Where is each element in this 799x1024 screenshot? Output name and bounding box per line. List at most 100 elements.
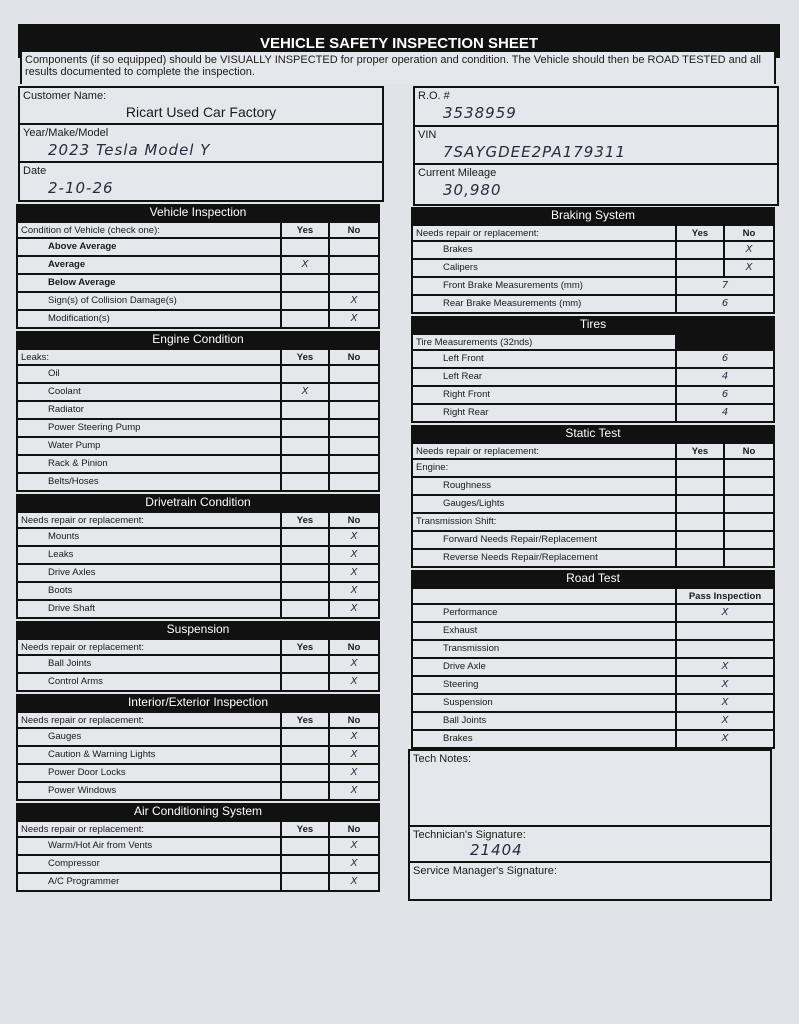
- no-checkbox-leaks[interactable]: X: [350, 549, 358, 560]
- yes-checkbox-gauges[interactable]: [282, 729, 330, 745]
- no-checkbox-reverse-needs-repair-replacement[interactable]: [725, 550, 773, 566]
- row-rack-pinion: Rack & Pinion: [16, 456, 380, 474]
- yes-checkbox-forward-needs-repair-replacement[interactable]: [677, 532, 725, 548]
- value-cell-right-rear[interactable]: 4: [721, 407, 729, 418]
- yes-checkbox-power-windows[interactable]: [282, 783, 330, 799]
- no-checkbox-warm-hot-air-from-vents[interactable]: X: [350, 840, 358, 851]
- yes-checkbox-modification-s[interactable]: [282, 311, 330, 327]
- field-value-vin[interactable]: 7SAYGDEE2PA179311: [443, 142, 626, 161]
- no-checkbox-gauges-lights[interactable]: [725, 496, 773, 512]
- row-exhaust: Exhaust: [411, 623, 775, 641]
- yes-checkbox-engine[interactable]: [677, 460, 725, 476]
- yes-checkbox-boots[interactable]: [282, 583, 330, 599]
- no-checkbox-below-average[interactable]: [330, 275, 378, 291]
- row-label: Water Pump: [18, 438, 282, 454]
- yes-checkbox-compressor[interactable]: [282, 856, 330, 872]
- header-label: Needs repair or replacement:: [413, 444, 677, 458]
- no-checkbox-drive-shaft[interactable]: X: [350, 603, 358, 614]
- yes-checkbox-below-average[interactable]: [282, 275, 330, 291]
- no-checkbox-average[interactable]: [330, 257, 378, 273]
- row-label: Drive Axles: [18, 565, 282, 581]
- field-value-date[interactable]: 2-10-26: [48, 178, 114, 197]
- yes-checkbox-leaks[interactable]: [282, 547, 330, 563]
- field-value-year-make-model[interactable]: 2023 Tesla Model Y: [48, 141, 211, 160]
- yes-checkbox-power-door-locks[interactable]: [282, 765, 330, 781]
- no-checkbox-power-steering-pump[interactable]: [330, 420, 378, 436]
- yes-checkbox-oil[interactable]: [282, 366, 330, 382]
- value-cell-exhaust[interactable]: [677, 623, 773, 639]
- no-checkbox-transmission-shift[interactable]: [725, 514, 773, 530]
- no-checkbox-radiator[interactable]: [330, 402, 378, 418]
- no-checkbox-drive-axles[interactable]: X: [350, 567, 358, 578]
- value-cell-ball-joints[interactable]: X: [721, 715, 729, 726]
- no-checkbox-ball-joints[interactable]: X: [350, 658, 358, 669]
- value-cell-right-front[interactable]: 6: [721, 389, 729, 400]
- yes-checkbox-warm-hot-air-from-vents[interactable]: [282, 838, 330, 854]
- no-checkbox-mounts[interactable]: X: [350, 531, 358, 542]
- value-cell-drive-axle[interactable]: X: [721, 661, 729, 672]
- yes-checkbox-radiator[interactable]: [282, 402, 330, 418]
- no-checkbox-sign-s-of-collision-damage-s[interactable]: X: [350, 295, 358, 306]
- section-header-interior-exterior-inspection: Interior/Exterior Inspection: [16, 694, 380, 711]
- yes-checkbox-reverse-needs-repair-replacement[interactable]: [677, 550, 725, 566]
- yes-checkbox-drive-axles[interactable]: [282, 565, 330, 581]
- value-cell-rear-brake-measurements-mm[interactable]: 6: [721, 298, 729, 309]
- value-cell-performance[interactable]: X: [721, 607, 729, 618]
- field-label: Year/Make/Model: [23, 127, 109, 140]
- no-checkbox-control-arms[interactable]: X: [350, 676, 358, 687]
- no-checkbox-roughness[interactable]: [725, 478, 773, 494]
- field-value-current-mileage[interactable]: 30,980: [443, 181, 502, 200]
- no-checkbox-power-door-locks[interactable]: X: [350, 767, 358, 778]
- no-checkbox-gauges[interactable]: X: [350, 731, 358, 742]
- value-cell-left-front[interactable]: 6: [721, 353, 729, 364]
- row-boots: Boots X: [16, 583, 380, 601]
- no-checkbox-coolant[interactable]: [330, 384, 378, 400]
- no-checkbox-compressor[interactable]: X: [350, 858, 358, 869]
- yes-checkbox-average[interactable]: X: [282, 257, 330, 273]
- yes-checkbox-ball-joints[interactable]: [282, 656, 330, 672]
- tech-notes-box: Tech Notes:: [408, 749, 772, 827]
- no-checkbox-power-windows[interactable]: X: [350, 785, 358, 796]
- yes-checkbox-drive-shaft[interactable]: [282, 601, 330, 617]
- yes-checkbox-above-average[interactable]: [282, 239, 330, 255]
- value-cell-front-brake-measurements-mm[interactable]: 7: [721, 280, 729, 291]
- no-checkbox-calipers[interactable]: X: [745, 262, 753, 273]
- yes-checkbox-transmission-shift[interactable]: [677, 514, 725, 530]
- yes-checkbox-water-pump[interactable]: [282, 438, 330, 454]
- value-cell-transmission[interactable]: [677, 641, 773, 657]
- yes-checkbox-power-steering-pump[interactable]: [282, 420, 330, 436]
- yes-checkbox-belts-hoses[interactable]: [282, 474, 330, 490]
- no-checkbox-oil[interactable]: [330, 366, 378, 382]
- no-checkbox-rack-pinion[interactable]: [330, 456, 378, 472]
- no-checkbox-belts-hoses[interactable]: [330, 474, 378, 490]
- field-value-customer-name[interactable]: Ricart Used Car Factory: [125, 104, 277, 120]
- yes-checkbox-calipers[interactable]: [677, 260, 725, 276]
- yes-checkbox-roughness[interactable]: [677, 478, 725, 494]
- value-cell-steering[interactable]: X: [721, 679, 729, 690]
- no-checkbox-above-average[interactable]: [330, 239, 378, 255]
- value-cell-suspension[interactable]: X: [721, 697, 729, 708]
- no-checkbox-modification-s[interactable]: X: [350, 313, 358, 324]
- yes-checkbox-rack-pinion[interactable]: [282, 456, 330, 472]
- row-right-front: Right Front 6: [411, 387, 775, 405]
- value-cell-left-rear[interactable]: 4: [721, 371, 729, 382]
- no-checkbox-water-pump[interactable]: [330, 438, 378, 454]
- no-checkbox-forward-needs-repair-replacement[interactable]: [725, 532, 773, 548]
- no-checkbox-boots[interactable]: X: [350, 585, 358, 596]
- yes-checkbox-coolant[interactable]: X: [282, 384, 330, 400]
- yes-checkbox-control-arms[interactable]: [282, 674, 330, 690]
- no-checkbox-brakes[interactable]: X: [745, 244, 753, 255]
- section-header-road-test: Road Test: [411, 570, 775, 587]
- yes-checkbox-caution-warning-lights[interactable]: [282, 747, 330, 763]
- yes-checkbox-sign-s-of-collision-damage-s[interactable]: [282, 293, 330, 309]
- no-checkbox-caution-warning-lights[interactable]: X: [350, 749, 358, 760]
- no-checkbox-engine[interactable]: [725, 460, 773, 476]
- value-cell-brakes[interactable]: X: [721, 733, 729, 744]
- technician-signature[interactable]: 21404: [470, 841, 523, 859]
- yes-checkbox-gauges-lights[interactable]: [677, 496, 725, 512]
- yes-checkbox-mounts[interactable]: [282, 529, 330, 545]
- yes-checkbox-brakes[interactable]: [677, 242, 725, 258]
- yes-checkbox-a-c-programmer[interactable]: [282, 874, 330, 890]
- no-checkbox-a-c-programmer[interactable]: X: [350, 876, 358, 887]
- field-value-r-o[interactable]: 3538959: [443, 104, 517, 122]
